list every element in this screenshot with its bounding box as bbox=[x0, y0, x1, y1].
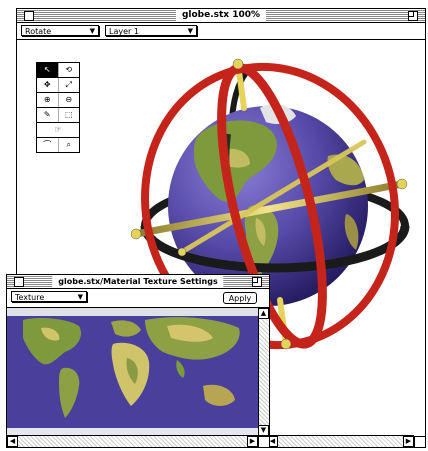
tool-row: ☞ bbox=[37, 123, 79, 138]
rotation-handle-right[interactable] bbox=[396, 178, 408, 190]
texture-popup[interactable]: Texture ▼ bbox=[11, 291, 87, 302]
arrow-tool-icon[interactable]: ↖ bbox=[37, 63, 58, 77]
close-box-icon[interactable] bbox=[24, 11, 34, 21]
tool-palette: ↖ ⟲ ✥ ⤢ ⊕ ⊖ ✎ ⬚ ☞ ⌒ ⌕ bbox=[36, 62, 80, 153]
hand-tool-icon[interactable]: ☞ bbox=[54, 125, 62, 134]
tool-row: ✥ ⤢ bbox=[37, 78, 79, 93]
main-title-bar[interactable]: globe.stx 100% bbox=[17, 9, 425, 23]
main-toolbar: Rotate ▼ Layer 1 ▼ bbox=[17, 23, 425, 40]
scale-tool-icon[interactable]: ⤢ bbox=[57, 78, 80, 92]
texture-toolbar: Texture ▼ Apply bbox=[7, 289, 269, 308]
path-tool-icon[interactable]: ⌒ bbox=[43, 140, 52, 149]
horizontal-axis bbox=[132, 180, 406, 238]
texture-window: globe.stx/Material Texture Settings Text… bbox=[6, 274, 270, 448]
scroll-right-arrow-icon[interactable]: ▶ bbox=[247, 436, 258, 447]
magnify-tool-icon[interactable]: ⌕ bbox=[57, 138, 80, 152]
texture-window-title: globe.stx/Material Texture Settings bbox=[52, 275, 224, 288]
scroll-up-arrow-icon[interactable]: ▲ bbox=[258, 308, 269, 319]
scroll-right-arrow-icon[interactable]: ▶ bbox=[403, 436, 414, 447]
zoom-box-icon[interactable] bbox=[252, 277, 262, 287]
texture-title-bar[interactable]: globe.stx/Material Texture Settings bbox=[7, 275, 269, 289]
chevron-down-icon: ▼ bbox=[187, 27, 193, 35]
close-box-icon[interactable] bbox=[14, 277, 24, 287]
chevron-down-icon: ▼ bbox=[89, 27, 95, 35]
texture-horizontal-scrollbar[interactable]: ◀ ▶ bbox=[7, 435, 258, 447]
layer-popup[interactable]: Layer 1 ▼ bbox=[105, 25, 197, 36]
tool-row: ↖ ⟲ bbox=[37, 63, 79, 78]
scroll-down-arrow-icon[interactable]: ▼ bbox=[258, 425, 269, 436]
texture-size-box[interactable] bbox=[258, 436, 269, 447]
move-tool-icon[interactable]: ✥ bbox=[43, 80, 51, 89]
marquee-tool-icon[interactable]: ⬚ bbox=[57, 108, 80, 122]
pen-tool-icon[interactable]: ✎ bbox=[43, 110, 51, 119]
tool-row: ⌒ ⌕ bbox=[37, 138, 79, 152]
diagonal-axis bbox=[179, 139, 367, 255]
rotation-handle-lower-left[interactable] bbox=[177, 247, 187, 257]
chevron-down-icon: ▼ bbox=[77, 293, 83, 301]
main-size-box[interactable] bbox=[414, 436, 425, 447]
zoom-in-tool-icon[interactable]: ⊕ bbox=[43, 95, 51, 104]
main-horizontal-scrollbar[interactable]: ◀ ▶ bbox=[267, 435, 414, 447]
mode-popup-label: Rotate bbox=[25, 27, 52, 36]
tool-row: ⊕ ⊖ bbox=[37, 93, 79, 108]
rotation-handle-bottom[interactable] bbox=[280, 338, 292, 350]
world-texture-map[interactable] bbox=[7, 308, 258, 436]
texture-popup-label: Texture bbox=[15, 293, 45, 302]
zoom-box-icon[interactable] bbox=[408, 11, 418, 21]
layer-popup-label: Layer 1 bbox=[109, 27, 139, 36]
apply-button[interactable]: Apply bbox=[223, 292, 257, 304]
mode-popup[interactable]: Rotate ▼ bbox=[21, 25, 99, 36]
globe-scene[interactable] bbox=[110, 38, 428, 358]
main-window-title: globe.stx 100% bbox=[175, 9, 267, 22]
tool-row: ✎ ⬚ bbox=[37, 108, 79, 123]
scroll-left-arrow-icon[interactable]: ◀ bbox=[7, 436, 18, 447]
rotation-handle-top[interactable] bbox=[232, 58, 244, 70]
texture-vertical-scrollbar[interactable]: ▲ ▼ bbox=[258, 308, 269, 436]
rotation-handle-left[interactable] bbox=[130, 228, 142, 240]
zoom-out-tool-icon[interactable]: ⊖ bbox=[57, 93, 80, 107]
rotate-tool-icon[interactable]: ⟲ bbox=[57, 63, 80, 77]
